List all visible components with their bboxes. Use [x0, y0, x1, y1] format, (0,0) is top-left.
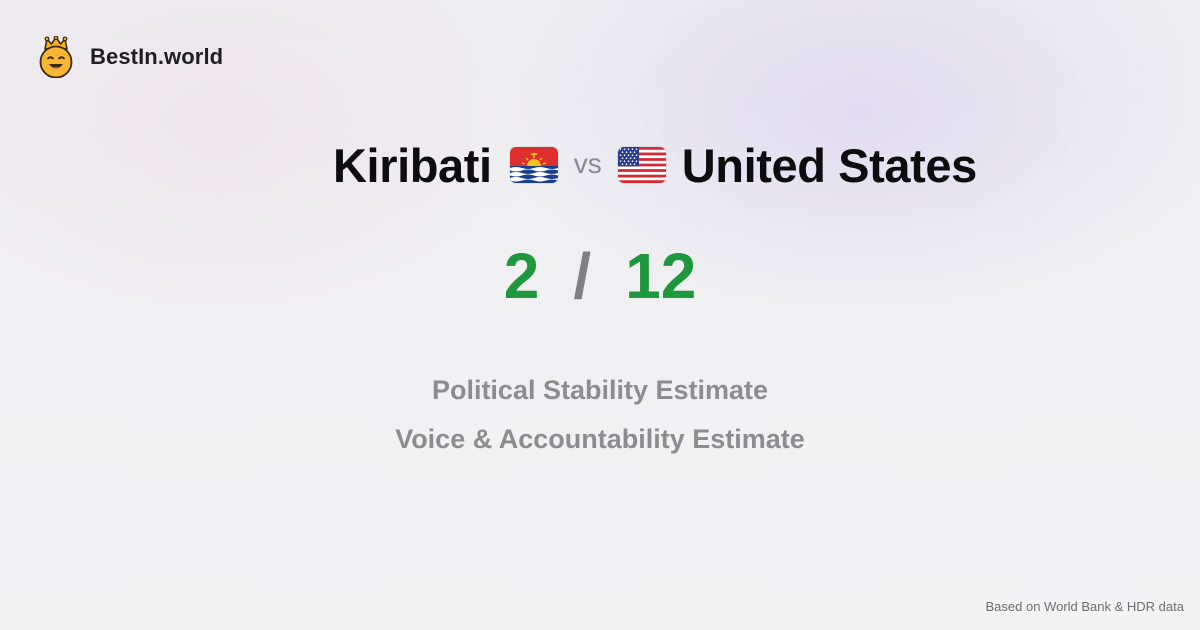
- score-display: 2 / 12: [0, 244, 1200, 308]
- metric-item: Voice & Accountability Estimate: [395, 424, 805, 454]
- metric-item: Political Stability Estimate: [431, 375, 769, 405]
- kiribati-flag-icon: [509, 147, 558, 183]
- united-states-flag-icon: [617, 147, 666, 183]
- left-country-name: Kiribati: [333, 138, 492, 192]
- right-score: 12: [625, 240, 697, 312]
- metrics-list: Political Stability Estimate Voice & Acc…: [0, 366, 1200, 464]
- data-source-note: Based on World Bank & HDR data: [985, 599, 1184, 614]
- score-separator: /: [573, 240, 592, 312]
- vs-label: vs: [573, 148, 602, 179]
- brand-name: BestIn.world: [90, 44, 224, 69]
- left-score: 2: [503, 240, 540, 312]
- comparison-title: Kiribati vs: [333, 136, 977, 194]
- brand-logo[interactable]: BestIn.world: [38, 36, 223, 78]
- right-country-name: United States: [681, 138, 978, 192]
- crown-smiley-icon: [39, 36, 73, 78]
